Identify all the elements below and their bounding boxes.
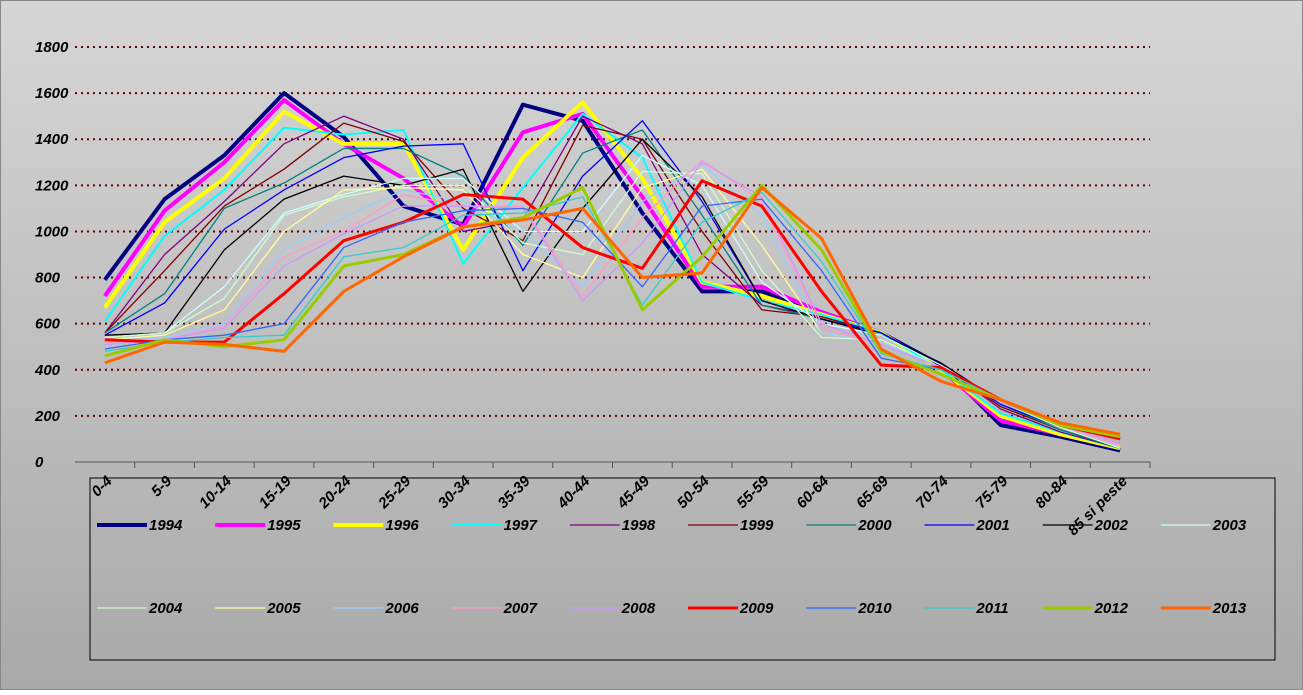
legend-label: 2006 [384,600,419,617]
y-tick-label: 400 [34,362,61,379]
legend-label: 2007 [503,600,538,617]
legend-label: 2010 [857,600,892,617]
legend-label: 2002 [1094,517,1129,534]
legend-label: 1994 [149,517,183,534]
legend-label: 1998 [622,517,656,534]
y-tick-label: 600 [35,316,61,333]
y-tick-label: 800 [35,270,61,287]
legend-label: 2012 [1094,600,1129,617]
y-tick-label: 1600 [35,85,69,102]
legend-label: 2003 [1212,517,1247,534]
legend-label: 2004 [148,600,183,617]
legend-label: 2009 [739,600,774,617]
series-line [104,186,1121,436]
legend-label: 2000 [857,517,892,534]
legend-box [89,477,1276,661]
legend-label: 1996 [385,517,419,534]
y-tick-label: 1000 [35,223,69,240]
y-tick-label: 0 [35,454,44,471]
legend-label: 1997 [504,517,538,534]
legend-label: 1995 [267,517,301,534]
y-tick-label: 1200 [35,177,69,194]
series-line [104,179,1121,441]
legend-label: 2008 [621,600,656,617]
legend-label: 2005 [266,600,301,617]
series-line [104,183,1121,439]
y-tick-label: 1400 [35,131,69,148]
legend-label: 2013 [1212,600,1247,617]
legend-label: 2011 [975,600,1008,617]
y-tick-label: 200 [34,408,61,425]
y-tick-label: 1800 [35,39,69,56]
legend-label: 1999 [740,517,774,534]
series-line [104,138,1121,449]
legend-label: 2001 [975,517,1009,534]
